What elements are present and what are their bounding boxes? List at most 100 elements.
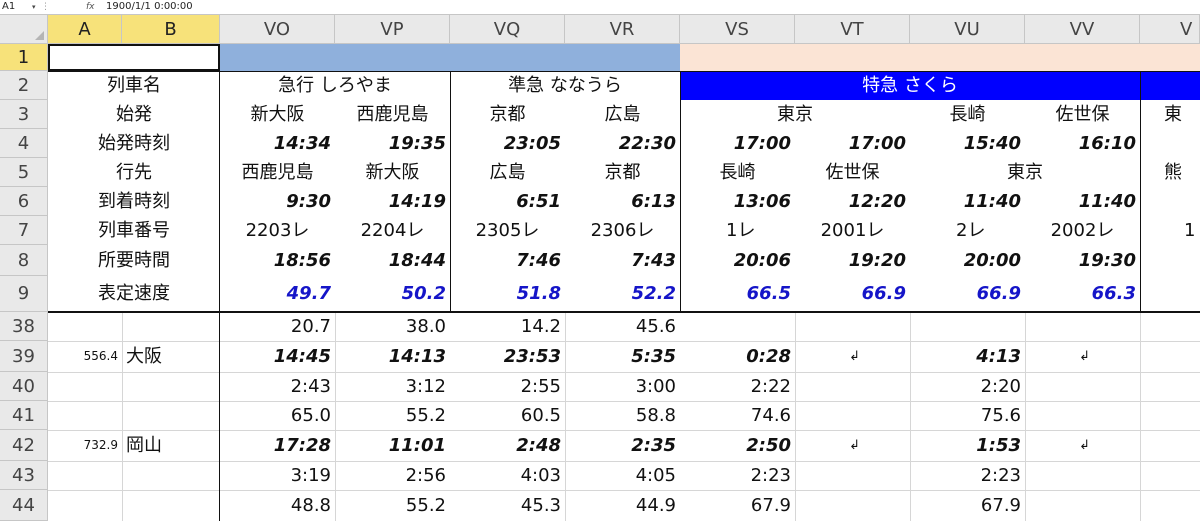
- cell-vp42[interactable]: 11:01: [388, 435, 446, 456]
- col-header-vu[interactable]: VU: [910, 15, 1025, 44]
- cell-vw3[interactable]: 東: [1164, 104, 1182, 125]
- cell-vu3[interactable]: 長崎: [949, 104, 986, 125]
- cell-vs9[interactable]: 66.5: [746, 283, 791, 304]
- cell-vs6[interactable]: 13:06: [733, 191, 791, 212]
- cell-vu43[interactable]: 2:23: [980, 465, 1021, 486]
- cell-vw5[interactable]: 熊: [1164, 162, 1182, 183]
- row-header-3[interactable]: 3: [0, 100, 48, 129]
- cell-vs39[interactable]: 0:28: [746, 346, 791, 367]
- row-header-40[interactable]: 40: [0, 372, 48, 401]
- col-header-vv[interactable]: VV: [1025, 15, 1140, 44]
- row-header-6[interactable]: 6: [0, 187, 48, 216]
- cell-vr41[interactable]: 58.8: [635, 405, 676, 426]
- col-header-vr[interactable]: VR: [565, 15, 680, 44]
- cell-vt8[interactable]: 19:20: [848, 250, 906, 271]
- sakura-extension-fill[interactable]: [1140, 71, 1200, 100]
- row-header-7[interactable]: 7: [0, 216, 48, 245]
- cell-vp44[interactable]: 55.2: [405, 495, 446, 516]
- cell-vs44[interactable]: 67.9: [750, 495, 791, 516]
- cell-vr3[interactable]: 広島: [604, 104, 641, 125]
- row-header-1[interactable]: 1: [0, 44, 48, 71]
- cell-vv6[interactable]: 11:40: [1078, 191, 1136, 212]
- cell-vu4[interactable]: 15:40: [963, 133, 1021, 154]
- cell-vr44[interactable]: 44.9: [635, 495, 676, 516]
- cell-b39-station[interactable]: 大阪: [126, 346, 162, 367]
- cell-vs8[interactable]: 20:06: [733, 250, 791, 271]
- name-box[interactable]: A1: [2, 1, 16, 12]
- cell-vs42[interactable]: 2:50: [746, 435, 791, 456]
- cell-vq40[interactable]: 2:55: [520, 376, 561, 397]
- cell-vo40[interactable]: 2:43: [290, 376, 331, 397]
- cell-vv3[interactable]: 佐世保: [1055, 104, 1110, 125]
- cell-vp39[interactable]: 14:13: [388, 346, 446, 367]
- row-header-2[interactable]: 2: [0, 71, 48, 100]
- cell-vp40[interactable]: 3:12: [405, 376, 446, 397]
- cell-vv4[interactable]: 16:10: [1078, 133, 1136, 154]
- cell-vo41[interactable]: 65.0: [290, 405, 331, 426]
- cell-vo44[interactable]: 48.8: [290, 495, 331, 516]
- cell-vq43[interactable]: 4:03: [520, 465, 561, 486]
- cell-vp38[interactable]: 38.0: [405, 316, 446, 337]
- cell-vq38[interactable]: 14.2: [520, 316, 561, 337]
- row1-peach-fill[interactable]: [680, 44, 1200, 71]
- col-header-a[interactable]: A: [48, 15, 122, 44]
- cell-vu39[interactable]: 4:13: [976, 346, 1021, 367]
- cell-vq42[interactable]: 2:48: [516, 435, 561, 456]
- name-box-dropdown-icon[interactable]: ▾: [32, 3, 36, 11]
- row-header-41[interactable]: 41: [0, 401, 48, 430]
- cell-vq3[interactable]: 京都: [489, 104, 526, 125]
- cell-vq9[interactable]: 51.8: [516, 283, 561, 304]
- cell-vo6[interactable]: 9:30: [286, 191, 331, 212]
- cell-vp8[interactable]: 18:44: [388, 250, 446, 271]
- label-scheduled-speed[interactable]: 表定速度: [98, 283, 170, 304]
- cell-vp5[interactable]: 新大阪: [365, 162, 420, 183]
- cell-vt42-return-icon[interactable]: ↲: [849, 438, 860, 453]
- cell-vr42[interactable]: 2:35: [631, 435, 676, 456]
- cell-vq5[interactable]: 広島: [489, 162, 526, 183]
- col-header-vo[interactable]: VO: [220, 15, 335, 44]
- cell-vs43[interactable]: 2:23: [750, 465, 791, 486]
- cell-vu7[interactable]: 2レ: [956, 220, 986, 241]
- cell-vu5[interactable]: 東京: [1007, 162, 1043, 183]
- cell-vr39[interactable]: 5:35: [631, 346, 676, 367]
- cell-vo43[interactable]: 3:19: [290, 465, 331, 486]
- cell-vo38[interactable]: 20.7: [290, 316, 331, 337]
- cell-vr6[interactable]: 6:13: [631, 191, 676, 212]
- cell-vv7[interactable]: 2002レ: [1050, 220, 1115, 241]
- cell-vr38[interactable]: 45.6: [635, 316, 676, 337]
- cell-vq8[interactable]: 7:46: [516, 250, 561, 271]
- cell-vq39[interactable]: 23:53: [503, 346, 561, 367]
- cell-vu8[interactable]: 20:00: [963, 250, 1021, 271]
- cell-vo4[interactable]: 14:34: [273, 133, 331, 154]
- label-train-name[interactable]: 列車名: [107, 75, 161, 96]
- cell-vp41[interactable]: 55.2: [405, 405, 446, 426]
- cell-vp4[interactable]: 19:35: [388, 133, 446, 154]
- cell-vv8[interactable]: 19:30: [1078, 250, 1136, 271]
- cell-vu40[interactable]: 2:20: [980, 376, 1021, 397]
- cell-vv39-return-icon[interactable]: ↲: [1079, 349, 1090, 364]
- cell-vq7[interactable]: 2305レ: [475, 220, 540, 241]
- formula-input[interactable]: 1900/1/1 0:00:00: [106, 1, 193, 12]
- cell-vo3[interactable]: 新大阪: [250, 104, 305, 125]
- cell-vo7[interactable]: 2203レ: [245, 220, 310, 241]
- cell-vt5[interactable]: 佐世保: [825, 162, 880, 183]
- cell-vr5[interactable]: 京都: [604, 162, 641, 183]
- col-header-vq[interactable]: VQ: [450, 15, 565, 44]
- cell-vq4[interactable]: 23:05: [503, 133, 561, 154]
- cell-vu9[interactable]: 66.9: [976, 283, 1021, 304]
- cell-vv9[interactable]: 66.3: [1091, 283, 1136, 304]
- select-all-corner[interactable]: [0, 15, 48, 44]
- cell-vp6[interactable]: 14:19: [388, 191, 446, 212]
- cell-vp3[interactable]: 西鹿児島: [356, 104, 429, 125]
- cell-vq41[interactable]: 60.5: [520, 405, 561, 426]
- label-arrival-time[interactable]: 到着時刻: [98, 191, 170, 212]
- cell-b42-station[interactable]: 岡山: [126, 435, 162, 456]
- row-header-42[interactable]: 42: [0, 430, 48, 461]
- cell-vt7[interactable]: 2001レ: [820, 220, 885, 241]
- label-departure-time[interactable]: 始発時刻: [98, 133, 170, 154]
- cell-a42-km[interactable]: 732.9: [83, 438, 118, 452]
- cell-vt6[interactable]: 12:20: [848, 191, 906, 212]
- cell-vq6[interactable]: 6:51: [516, 191, 561, 212]
- cell-vr7[interactable]: 2306レ: [590, 220, 655, 241]
- col-header-vs[interactable]: VS: [680, 15, 795, 44]
